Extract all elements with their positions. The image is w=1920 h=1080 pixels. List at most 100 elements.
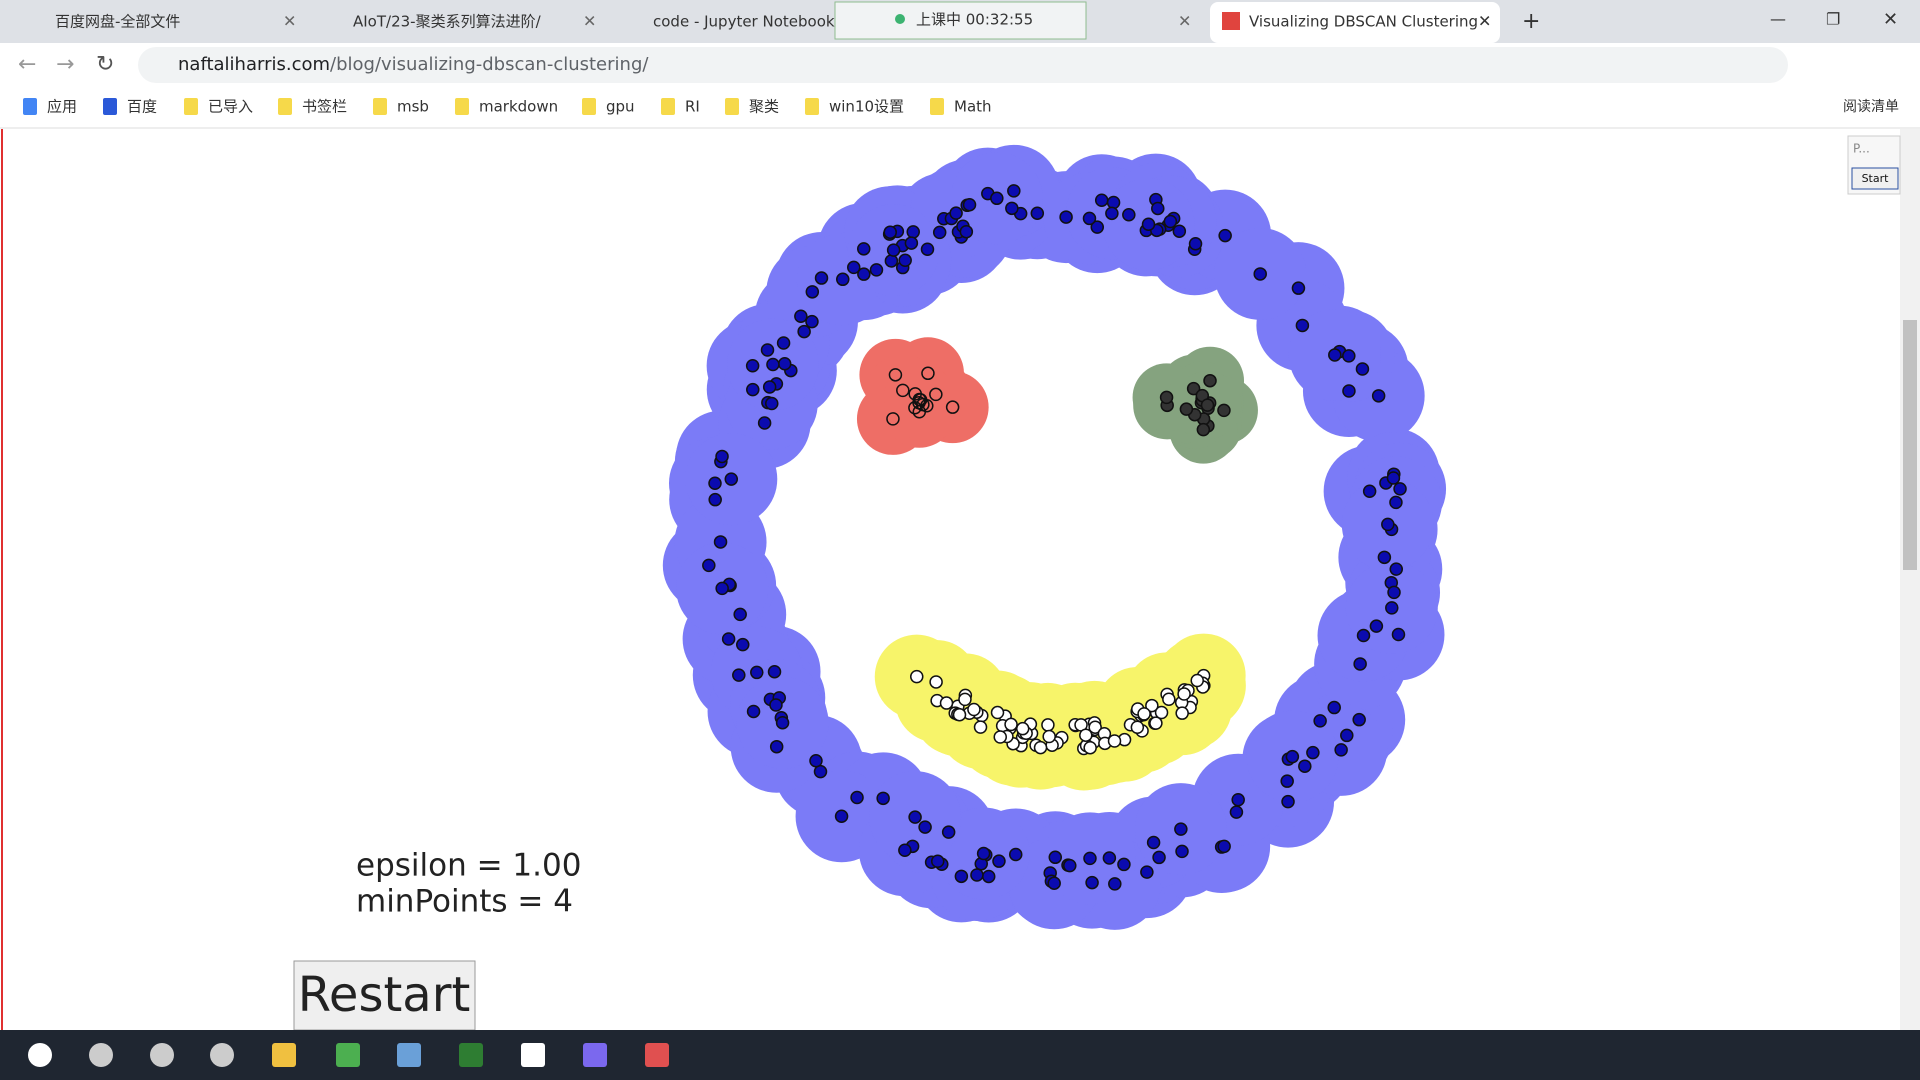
- data-point: [1082, 211, 1097, 226]
- tab-close[interactable]: ✕: [583, 12, 596, 31]
- data-point: [1048, 850, 1063, 865]
- data-point: [962, 197, 977, 212]
- data-point: [767, 664, 782, 679]
- data-point: [721, 632, 736, 646]
- bookmark[interactable]: 书签栏: [302, 98, 347, 116]
- data-point: [1391, 627, 1406, 642]
- data-point: [1179, 402, 1194, 416]
- data-point: [1107, 734, 1122, 748]
- url[interactable]: naftaliharris.com/blog/visualizing-dbsca…: [178, 54, 649, 75]
- data-point: [1342, 384, 1356, 398]
- start-button[interactable]: [1851, 167, 1899, 190]
- data-point: [1285, 749, 1300, 764]
- data-point: [776, 336, 791, 350]
- data-point: [959, 224, 974, 239]
- start-label[interactable]: Start: [1862, 172, 1890, 185]
- data-point: [733, 607, 747, 622]
- scrollbar-thumb[interactable]: [1903, 320, 1917, 570]
- data-point: [769, 698, 783, 712]
- data-point: [814, 271, 829, 285]
- data-point: [1188, 236, 1203, 251]
- data-point: [990, 705, 1005, 720]
- tab-close[interactable]: ✕: [1178, 12, 1191, 31]
- bookmark[interactable]: 聚类: [749, 98, 779, 116]
- close-window[interactable]: ✕: [1883, 9, 1898, 30]
- data-point: [1203, 373, 1217, 388]
- data-point: [932, 225, 947, 240]
- taskbar-icon[interactable]: [210, 1043, 234, 1067]
- data-point: [1174, 822, 1188, 836]
- data-point: [1042, 729, 1056, 744]
- bookmark-icon: [930, 98, 944, 115]
- tab-title[interactable]: AIoT/23-聚类系列算法进阶/: [353, 13, 542, 31]
- taskbar-icon[interactable]: [459, 1043, 483, 1067]
- taskbar-icon[interactable]: [583, 1043, 607, 1067]
- taskbar-icon[interactable]: [150, 1043, 174, 1067]
- data-point: [1253, 267, 1267, 281]
- bookmarks-bar: 应用 百度 已导入 书签栏 msb markdown gpu RI 聚类 win10设置 Math: [23, 98, 992, 116]
- data-point: [1340, 728, 1354, 743]
- back[interactable]: ←: [18, 52, 36, 77]
- data-point: [898, 253, 912, 268]
- data-point: [1159, 390, 1174, 405]
- tab-close[interactable]: ✕: [1478, 12, 1491, 31]
- data-point: [715, 449, 729, 464]
- data-point: [1342, 349, 1356, 363]
- data-point: [1217, 403, 1231, 418]
- data-point: [908, 810, 922, 824]
- data-point: [1281, 794, 1295, 809]
- bookmark[interactable]: 已导入: [208, 98, 253, 116]
- data-point: [1371, 389, 1386, 403]
- taskbar-icon[interactable]: [336, 1043, 360, 1067]
- taskbar-icon[interactable]: [28, 1043, 52, 1067]
- bookmark[interactable]: msb: [397, 98, 429, 116]
- active-tab[interactable]: [1210, 2, 1500, 43]
- taskbar-icon[interactable]: [645, 1043, 669, 1067]
- bookmark[interactable]: 应用: [47, 98, 77, 116]
- bookmark[interactable]: Math: [954, 98, 992, 116]
- tab-title[interactable]: Visualizing DBSCAN Clustering: [1249, 13, 1478, 31]
- data-point: [939, 696, 954, 710]
- maximize[interactable]: ❐: [1826, 10, 1840, 29]
- cluster-region: [890, 369, 963, 442]
- taskbar-icon[interactable]: [272, 1043, 296, 1067]
- new-tab[interactable]: +: [1522, 9, 1540, 34]
- taskbar: [0, 1030, 1920, 1080]
- taskbar-icon[interactable]: [89, 1043, 113, 1067]
- tab-title[interactable]: code - Jupyter Notebook: [653, 13, 835, 31]
- reload[interactable]: ↻: [96, 52, 114, 77]
- bookmark[interactable]: win10设置: [829, 98, 904, 116]
- taskbar-icon[interactable]: [397, 1043, 421, 1067]
- data-point: [1327, 700, 1341, 715]
- data-point: [850, 790, 864, 805]
- timer: 上课中 00:32:55: [916, 11, 1033, 29]
- tab-title[interactable]: 百度网盘-全部文件: [55, 13, 180, 31]
- data-point: [1145, 698, 1159, 713]
- taskbar-icon[interactable]: [521, 1043, 545, 1067]
- data-point: [1306, 745, 1320, 760]
- data-point: [910, 669, 924, 684]
- data-point: [904, 236, 919, 250]
- restart-label[interactable]: Restart: [298, 967, 471, 1023]
- reading-list[interactable]: 阅读清单: [1843, 98, 1899, 115]
- bookmark[interactable]: markdown: [479, 98, 558, 116]
- bookmark[interactable]: RI: [685, 98, 700, 116]
- tab-close[interactable]: ✕: [283, 12, 296, 31]
- data-point: [805, 285, 820, 299]
- bookmark-icon: [805, 98, 819, 115]
- data-point: [958, 692, 972, 707]
- data-point: [1108, 877, 1122, 891]
- address-bar[interactable]: [138, 47, 1788, 83]
- data-point: [1389, 495, 1403, 510]
- epsilon-label: epsilon = 1.00: [356, 848, 581, 884]
- data-point: [765, 396, 779, 411]
- bookmark[interactable]: 百度: [127, 98, 157, 116]
- data-point: [1218, 228, 1232, 243]
- data-point: [954, 869, 969, 884]
- bookmark[interactable]: gpu: [606, 98, 635, 116]
- forward[interactable]: →: [56, 52, 74, 77]
- data-point: [1033, 740, 1048, 755]
- data-point: [702, 558, 716, 573]
- minimize[interactable]: —: [1770, 10, 1786, 29]
- data-point: [1393, 482, 1407, 496]
